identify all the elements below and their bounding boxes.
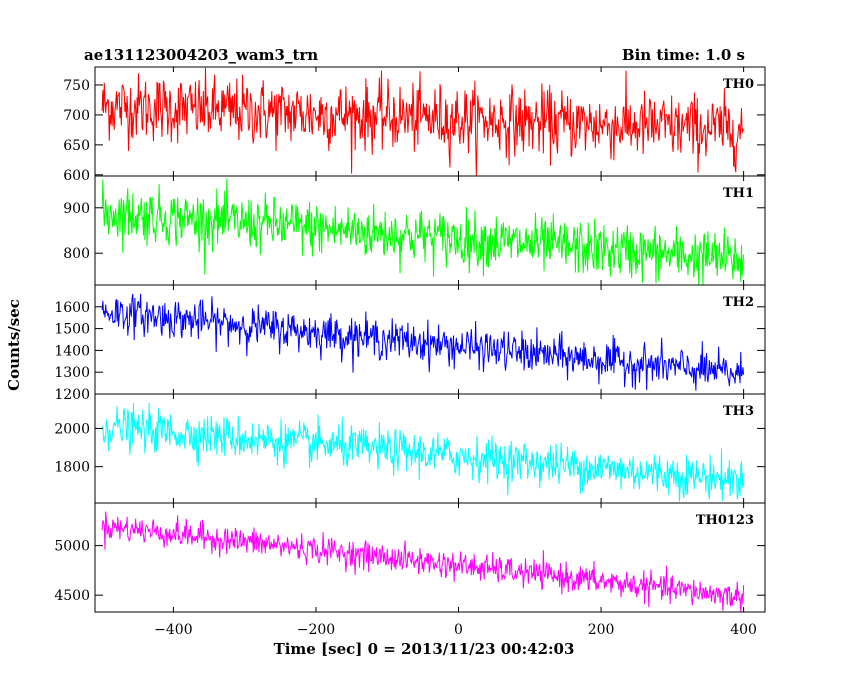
series-line-th0 [101, 67, 745, 176]
panel-frame [94, 393, 766, 504]
panel-label-th0123: TH0123 [696, 513, 754, 528]
panel-th0: 600 650 700 750 TH0 [63, 66, 766, 184]
y-axis-label: Counts/sec [5, 299, 23, 391]
chart-title-right: Bin time: 1.0 s [622, 46, 745, 64]
x-axis-label: Time [sec] 0 = 2013/11/23 00:42:03 [274, 640, 575, 658]
y-tick-label: 1300 [54, 365, 90, 381]
y-tick-label: 2000 [54, 421, 90, 437]
panel-th2: 1200 1300 1400 1500 1600 TH2 [54, 284, 766, 403]
series-line-th3 [101, 402, 745, 502]
y-tick-label: 5000 [54, 539, 90, 555]
y-tick-label: 800 [63, 246, 90, 262]
y-tick-label: 1400 [54, 343, 90, 359]
y-tick-label: 650 [63, 138, 90, 154]
y-tick-label: 4500 [54, 588, 90, 604]
panel-label-th2: TH2 [723, 295, 754, 310]
panel-label-th0: TH0 [723, 77, 754, 92]
chart-title-left: ae131123004203_wam3_trn [84, 46, 318, 64]
y-tick-label: 1200 [54, 387, 90, 403]
panel-frame [94, 284, 766, 395]
series-line-th1 [101, 178, 745, 285]
panel-label-th1: TH1 [723, 186, 754, 201]
panel-frame [94, 502, 766, 613]
y-tick-label: 600 [63, 168, 90, 184]
panel-th0123: 4500 5000 TH0123 [54, 502, 766, 613]
panel-th1: 800 900 TH1 [63, 175, 766, 286]
y-tick-label: 1500 [54, 322, 90, 338]
panel-label-th3: TH3 [723, 404, 754, 419]
series-line-th0123 [101, 511, 745, 612]
y-tick-label: 1600 [54, 300, 90, 316]
y-tick-label: 1800 [54, 460, 90, 476]
series-line-th2 [101, 293, 745, 391]
x-tick-label: −400 [154, 622, 192, 638]
x-tick-label: 400 [730, 622, 757, 638]
x-tick-label: −200 [297, 622, 335, 638]
x-tick-label: 0 [454, 622, 463, 638]
x-tick-label: 200 [588, 622, 615, 638]
y-tick-label: 700 [63, 108, 90, 124]
y-tick-label: 900 [63, 201, 90, 217]
panel-th3: 1800 2000 TH3 [54, 393, 766, 504]
y-tick-label: 750 [63, 78, 90, 94]
panels-group: 600 650 700 750 TH0 800 900 TH1 1200 1300 1400 1500… [54, 66, 766, 638]
